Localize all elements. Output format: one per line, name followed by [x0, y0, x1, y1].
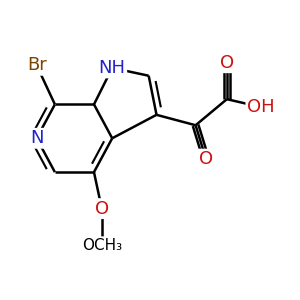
Text: O: O — [199, 150, 213, 168]
Text: O: O — [220, 54, 234, 72]
Text: OCH₃: OCH₃ — [82, 238, 122, 253]
Text: NH: NH — [99, 59, 126, 77]
Text: OH: OH — [247, 98, 274, 116]
Text: Br: Br — [27, 56, 46, 74]
Text: O: O — [95, 200, 109, 217]
Text: N: N — [30, 129, 43, 147]
